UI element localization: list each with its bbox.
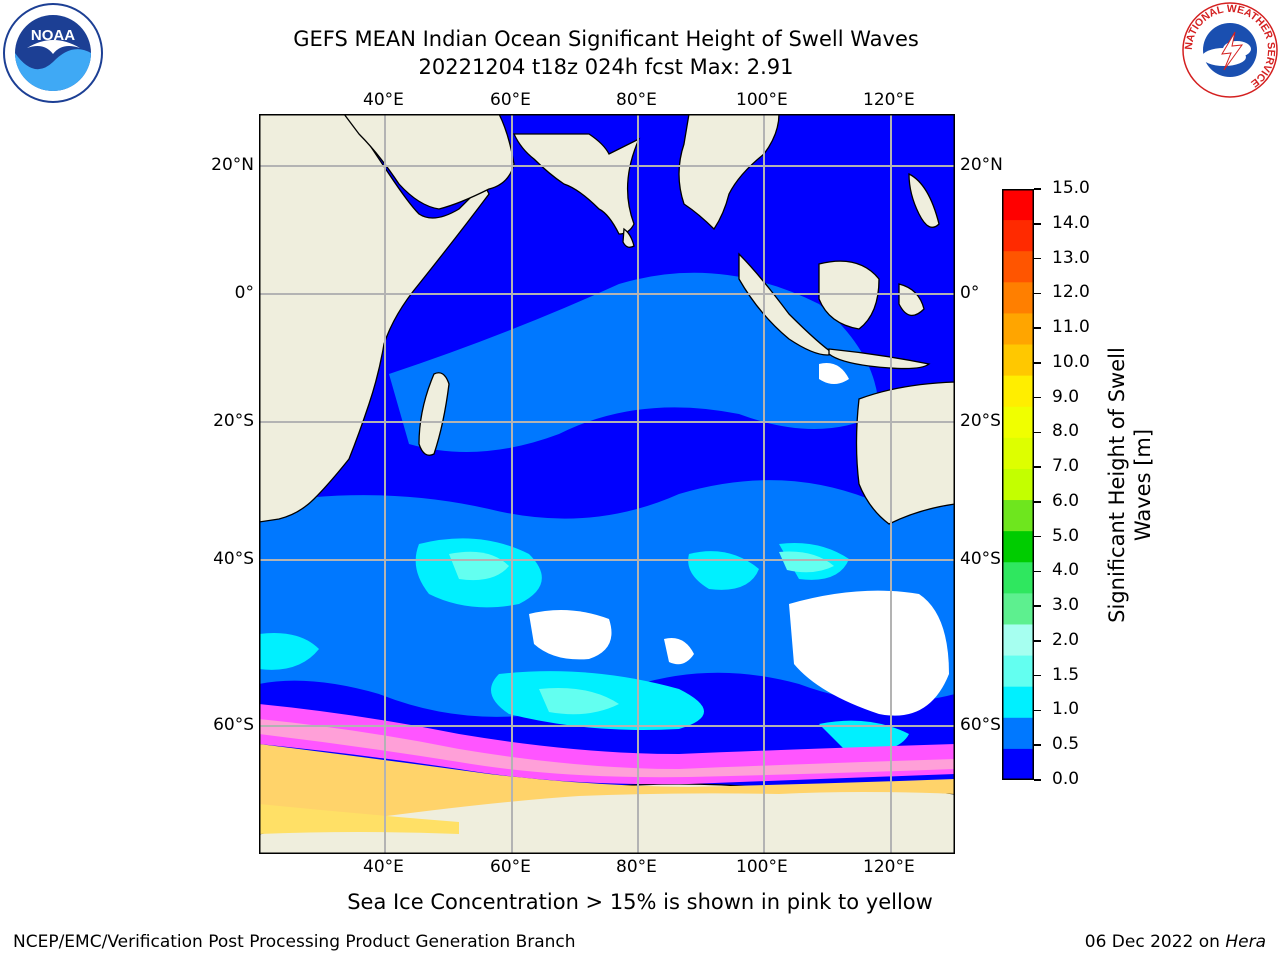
- lat-label-left: 20°S: [213, 411, 254, 431]
- colorbar-tick-label: 6.0: [1052, 490, 1080, 511]
- map-frame: [259, 114, 955, 854]
- colorbar-frame: [1002, 189, 1034, 780]
- colorbar-tick-mark: [1034, 501, 1041, 503]
- lon-label-bottom: 40°E: [363, 857, 404, 877]
- colorbar-tick-mark: [1034, 257, 1041, 260]
- colorbar-swatch: [1002, 624, 1034, 657]
- colorbar-tick-mark: [1034, 674, 1041, 677]
- colorbar-label: Significant Height of Swell Waves [m]: [1105, 347, 1155, 623]
- lon-label-top: 120°E: [863, 90, 915, 110]
- colorbar-tick-label: 13.0: [1052, 247, 1090, 268]
- colorbar-swatch: [1002, 313, 1034, 346]
- chart-title: GEFS MEAN Indian Ocean Significant Heigh…: [293, 27, 919, 51]
- colorbar-tick-label: 0.0: [1052, 769, 1080, 789]
- lon-label-bottom: 100°E: [736, 857, 788, 877]
- colorbar: [1002, 189, 1034, 780]
- colorbar-swatch: [1002, 593, 1034, 626]
- colorbar-swatch: [1002, 437, 1034, 470]
- colorbar-tick-label: 7.0: [1052, 456, 1080, 477]
- colorbar-swatch: [1002, 282, 1034, 315]
- colorbar-tick-label: 3.0: [1052, 595, 1080, 616]
- colorbar-tick-label: 5.0: [1052, 525, 1080, 546]
- colorbar-tick-mark: [1034, 535, 1041, 538]
- colorbar-tick-label: 1.0: [1052, 699, 1080, 720]
- colorbar-swatch: [1002, 375, 1034, 408]
- colorbar-swatch: [1002, 344, 1034, 377]
- colorbar-tick-mark: [1034, 292, 1041, 295]
- lat-label-right: 0°: [960, 283, 980, 303]
- noaa-logo: NOAA: [2, 2, 104, 104]
- swell-band-1.5-2.0: [449, 551, 834, 715]
- colorbar-tick-mark: [1034, 744, 1041, 746]
- colorbar-swatch: [1002, 717, 1034, 750]
- colorbar-tick-mark: [1034, 605, 1041, 607]
- no-data-areas: [529, 363, 949, 716]
- colorbar-swatch: [1002, 500, 1034, 532]
- lon-label-bottom: 120°E: [863, 857, 915, 877]
- colorbar-tick-mark: [1034, 640, 1041, 642]
- colorbar-tick-mark: [1034, 709, 1041, 712]
- colorbar-tick-mark: [1034, 223, 1041, 225]
- lon-label-top: 60°E: [490, 90, 531, 110]
- colorbar-swatch: [1002, 468, 1034, 501]
- sea-ice-band: [259, 704, 955, 834]
- colorbar-tick-label: 4.0: [1052, 560, 1080, 581]
- colorbar-tick-label: 15.0: [1052, 178, 1090, 198]
- colorbar-tick-label: 0.5: [1052, 734, 1080, 755]
- colorbar-tick-mark: [1034, 396, 1041, 399]
- map-panel: [259, 114, 955, 854]
- colorbar-tick-mark: [1034, 779, 1041, 781]
- colorbar-tick-label: 2.0: [1052, 629, 1080, 650]
- colorbar-swatch: [1002, 748, 1034, 780]
- colorbar-swatch: [1002, 406, 1034, 439]
- date-value: 06 Dec 2022 on: [1084, 932, 1226, 952]
- colorbar-tick-label: 11.0: [1052, 317, 1090, 338]
- lon-label-bottom: 80°E: [616, 857, 657, 877]
- lon-label-top: 100°E: [736, 90, 788, 110]
- machine-name: Hera: [1225, 932, 1266, 952]
- colorbar-tick-label: 14.0: [1052, 212, 1090, 233]
- colorbar-tick-mark: [1034, 188, 1041, 190]
- colorbar-swatch: [1002, 562, 1034, 594]
- lat-label-right: 20°N: [960, 155, 1003, 175]
- colorbar-swatch: [1002, 531, 1034, 563]
- lat-label-right: 20°S: [960, 411, 1001, 431]
- colorbar-tick-mark: [1034, 362, 1041, 364]
- colorbar-swatch: [1002, 189, 1034, 221]
- colorbar-tick-label: 10.0: [1052, 351, 1090, 372]
- colorbar-tick-mark: [1034, 327, 1041, 329]
- lat-label-right: 60°S: [960, 715, 1001, 735]
- lat-label-left: 40°S: [213, 549, 254, 569]
- colorbar-tick-label: 12.0: [1052, 282, 1090, 303]
- colorbar-tick-label: 8.0: [1052, 421, 1080, 442]
- sea-ice-note: Sea Ice Concentration > 15% is shown in …: [347, 890, 933, 914]
- lon-label-top: 80°E: [616, 90, 657, 110]
- credit-text: NCEP/EMC/Verification Post Processing Pr…: [13, 932, 576, 952]
- colorbar-tick-label: 9.0: [1052, 386, 1080, 407]
- colorbar-tick-mark: [1034, 431, 1041, 434]
- colorbar-tick-label: 1.5: [1052, 664, 1080, 685]
- lon-label-top: 40°E: [363, 90, 404, 110]
- colorbar-swatch: [1002, 220, 1034, 252]
- land: [259, 114, 955, 854]
- lat-label-left: 20°N: [211, 155, 254, 175]
- colorbar-swatch: [1002, 655, 1034, 688]
- noaa-logo-text: NOAA: [31, 27, 75, 44]
- nws-logo: NATIONAL WEATHER SERVICE: [1180, 0, 1280, 100]
- lat-label-left: 0°: [234, 283, 254, 303]
- colorbar-swatch: [1002, 686, 1034, 719]
- lon-label-bottom: 60°E: [490, 857, 531, 877]
- chart-subtitle: 20221204 t18z 024h fcst Max: 2.91: [418, 55, 794, 79]
- lat-label-right: 40°S: [960, 549, 1001, 569]
- date-text: 06 Dec 2022 on Hera: [1085, 932, 1266, 952]
- swell-band-0.5-1.0: [259, 272, 955, 717]
- lat-label-left: 60°S: [213, 715, 254, 735]
- map-gridlines: [259, 114, 955, 854]
- colorbar-swatch: [1002, 251, 1034, 283]
- colorbar-tick-mark: [1034, 466, 1041, 468]
- colorbar-tick-mark: [1034, 570, 1041, 573]
